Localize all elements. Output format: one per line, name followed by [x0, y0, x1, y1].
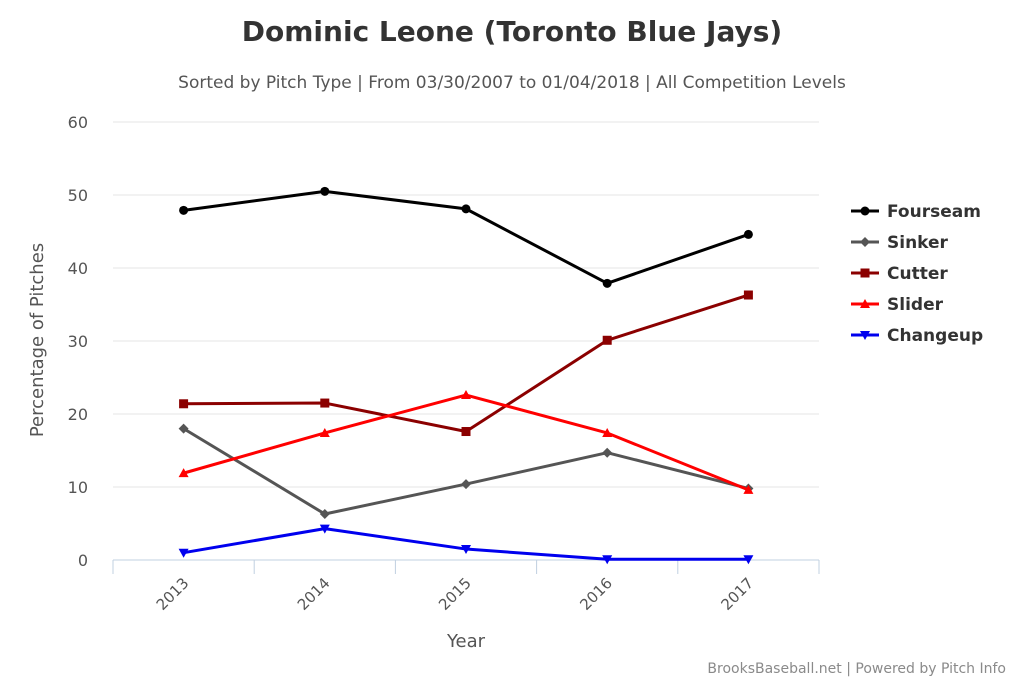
data-point-slider [743, 484, 754, 494]
x-tick-label: 2017 [717, 574, 757, 614]
series-line-cutter [182, 293, 750, 434]
data-point-slider [461, 390, 471, 400]
data-point-sinker [461, 479, 471, 490]
data-point-fourseam [743, 229, 753, 239]
y-tick-label: 60 [68, 113, 88, 132]
x-tick-label: 2013 [153, 574, 193, 614]
data-point-sinker [319, 509, 330, 520]
legend-marker-slider [860, 299, 870, 308]
data-point-cutter [461, 427, 471, 437]
legend-item-sinker[interactable]: Sinker [851, 233, 949, 253]
data-point-sinker [178, 423, 189, 434]
data-point-cutter [320, 398, 330, 408]
series-layer [178, 186, 754, 565]
y-axis-title: Percentage of Pitches [27, 243, 48, 437]
data-point-changeup [319, 524, 330, 534]
legend-item-slider[interactable]: Slider [851, 295, 944, 315]
data-point-changeup [743, 555, 754, 565]
data-point-changeup [461, 545, 471, 555]
data-point-cutter [602, 335, 612, 345]
y-tick-label: 10 [68, 478, 88, 497]
data-point-slider [319, 427, 330, 437]
data-point-slider [178, 468, 189, 478]
series-cutter [179, 290, 753, 437]
x-tick-label: 2016 [576, 574, 616, 614]
legend-marker-changeup [860, 331, 870, 340]
data-point-sinker [602, 447, 613, 458]
series-changeup [178, 524, 754, 565]
chart-subtitle: Sorted by Pitch Type | From 03/30/2007 t… [178, 73, 846, 93]
series-line-changeup [182, 527, 750, 561]
series-slider [178, 390, 754, 494]
y-tick-label: 20 [68, 405, 88, 424]
legend-label-slider: Slider [887, 295, 944, 315]
y-gridlines [113, 121, 819, 488]
x-axis-title: Year [446, 631, 486, 652]
data-point-slider [602, 427, 613, 437]
data-point-changeup [602, 555, 613, 565]
x-axis: 2013 2014 2015 2016 2017 [112, 559, 820, 614]
data-point-fourseam [179, 205, 189, 215]
series-line-sinker [182, 427, 750, 516]
legend-label-cutter: Cutter [887, 264, 948, 284]
data-point-changeup [178, 548, 189, 558]
legend-item-cutter[interactable]: Cutter [851, 264, 948, 284]
x-tick-label: 2014 [294, 574, 334, 614]
series-fourseam [179, 186, 753, 288]
legend-item-fourseam[interactable]: Fourseam [851, 202, 981, 222]
y-tick-label: 0 [78, 551, 88, 570]
chart-title: Dominic Leone (Toronto Blue Jays) [242, 15, 782, 48]
chart-credits: BrooksBaseball.net | Powered by Pitch In… [707, 661, 1006, 677]
data-point-fourseam [461, 204, 471, 214]
series-sinker [178, 423, 754, 520]
legend-marker-cutter [860, 268, 870, 278]
data-point-cutter [179, 399, 189, 409]
legend-item-changeup[interactable]: Changeup [851, 326, 983, 346]
y-tick-label: 40 [68, 259, 88, 278]
y-axis-ticks: 0 10 20 30 40 50 60 [68, 113, 88, 570]
series-line-slider [182, 393, 750, 492]
data-point-cutter [743, 290, 753, 300]
y-tick-label: 50 [68, 186, 88, 205]
legend: Fourseam Sinker Cutter Slider Changeup [851, 202, 983, 346]
legend-marker-sinker [860, 237, 870, 247]
y-tick-label: 30 [68, 332, 88, 351]
data-point-fourseam [602, 278, 612, 288]
legend-marker-fourseam [860, 206, 870, 216]
legend-label-sinker: Sinker [887, 233, 949, 253]
data-point-fourseam [320, 186, 330, 196]
legend-label-changeup: Changeup [887, 326, 983, 346]
legend-label-fourseam: Fourseam [887, 202, 981, 222]
x-tick-label: 2015 [435, 574, 475, 614]
